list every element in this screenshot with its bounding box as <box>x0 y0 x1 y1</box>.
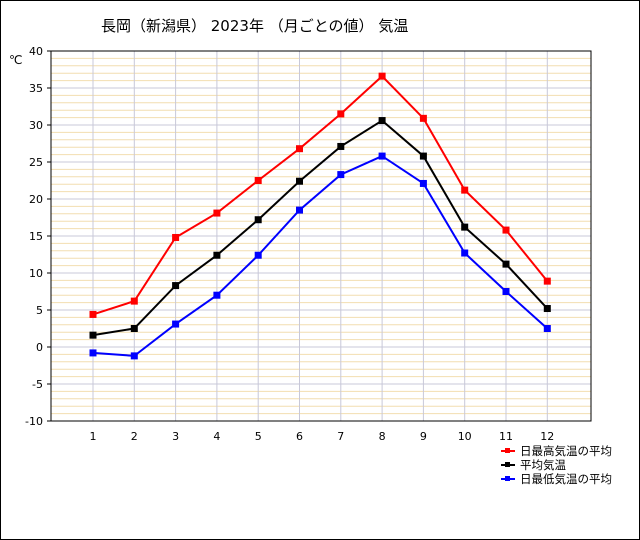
x-tick-label: 4 <box>213 430 220 443</box>
legend-label-max: 日最高気温の平均 <box>520 444 612 458</box>
y-tick-label: 30 <box>29 119 43 132</box>
data-point-mean <box>213 251 221 259</box>
x-tick-label: 5 <box>255 430 262 443</box>
data-point-min <box>130 352 138 360</box>
data-point-mean <box>172 282 180 290</box>
data-point-mean <box>461 223 469 231</box>
data-point-mean <box>296 177 303 185</box>
legend-label-mean: 平均気温 <box>520 458 566 472</box>
data-point-min <box>502 288 510 295</box>
data-point-max <box>254 177 262 184</box>
data-point-min <box>419 179 427 187</box>
legend-swatch-min <box>501 473 515 485</box>
data-point-mean <box>89 331 97 339</box>
x-tick-label: 9 <box>420 430 427 443</box>
y-axis-unit-label: ℃ <box>9 53 23 67</box>
data-point-min <box>172 320 180 328</box>
x-tick-label: 10 <box>458 430 472 443</box>
data-point-min <box>254 251 262 259</box>
legend-swatch-max <box>501 445 515 457</box>
data-point-mean <box>543 305 551 313</box>
y-tick-label: 35 <box>29 82 43 95</box>
x-tick-label: 8 <box>379 430 386 443</box>
data-point-min <box>89 349 97 357</box>
data-point-max <box>378 72 386 80</box>
legend-label-min: 日最低気温の平均 <box>520 472 612 486</box>
data-point-max <box>213 209 221 217</box>
data-point-max <box>461 186 469 194</box>
y-tick-label: 20 <box>29 193 43 206</box>
series-line-min <box>92 154 548 357</box>
y-tick-label: 25 <box>29 156 43 169</box>
y-tick-label: 0 <box>36 341 43 354</box>
legend-item-min: 日最低気温の平均 <box>501 472 612 486</box>
data-point-mean <box>130 325 138 332</box>
data-point-max <box>502 226 510 234</box>
y-tick-label: 5 <box>36 304 43 317</box>
legend-item-max: 日最高気温の平均 <box>501 444 612 458</box>
x-tick-label: 1 <box>90 430 97 443</box>
series-line-max <box>92 74 549 316</box>
data-point-max <box>172 233 180 241</box>
x-tick-label: 7 <box>337 430 344 443</box>
data-point-mean <box>337 142 345 150</box>
legend-item-mean: 平均気温 <box>501 458 612 472</box>
x-tick-label: 11 <box>499 430 513 443</box>
data-point-min <box>543 325 551 332</box>
data-point-max <box>337 110 345 118</box>
chart-title: 長岡（新潟県） 2023年 （月ごとの値） 気温 <box>101 17 409 35</box>
x-tick-label: 12 <box>540 430 554 443</box>
data-point-mean <box>254 216 262 224</box>
data-point-max <box>130 297 138 305</box>
x-tick-label: 2 <box>131 430 138 443</box>
data-point-mean <box>419 152 427 160</box>
x-tick-label: 6 <box>296 430 303 443</box>
data-point-min <box>296 206 303 214</box>
data-point-mean <box>378 117 386 125</box>
data-point-min <box>213 291 221 299</box>
x-tick-label: 3 <box>172 430 179 443</box>
y-tick-label: -5 <box>32 378 43 391</box>
data-point-max <box>419 114 427 122</box>
data-point-mean <box>502 260 510 268</box>
y-tick-label: -10 <box>25 415 43 428</box>
legend: 日最高気温の平均 平均気温 日最低気温の平均 <box>501 444 612 486</box>
legend-swatch-mean <box>501 459 515 471</box>
data-point-max <box>296 145 303 153</box>
y-tick-label: 10 <box>29 267 43 280</box>
series-line-mean <box>92 119 549 337</box>
data-point-min <box>337 171 345 179</box>
y-tick-label: 40 <box>29 45 43 58</box>
data-point-min <box>461 249 469 257</box>
data-point-max <box>89 310 97 318</box>
data-point-max <box>543 277 551 285</box>
y-tick-label: 15 <box>29 230 43 243</box>
data-point-min <box>378 152 386 160</box>
